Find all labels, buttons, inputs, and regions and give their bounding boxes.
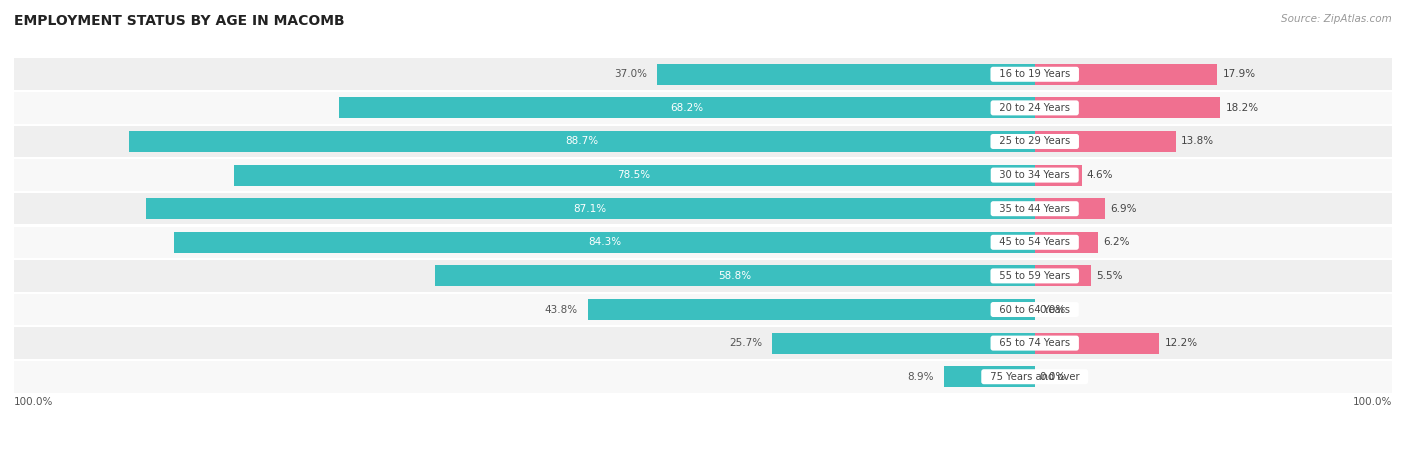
- Text: 100.0%: 100.0%: [1353, 397, 1392, 407]
- Text: 100.0%: 100.0%: [14, 397, 53, 407]
- Text: 87.1%: 87.1%: [574, 204, 607, 214]
- Bar: [129, 131, 1035, 152]
- Bar: [943, 366, 1035, 387]
- Bar: [14, 260, 1392, 292]
- Text: 84.3%: 84.3%: [588, 237, 621, 247]
- Bar: [1035, 232, 1098, 253]
- Bar: [588, 299, 1035, 320]
- Bar: [174, 232, 1035, 253]
- Text: 58.8%: 58.8%: [718, 271, 751, 281]
- Bar: [14, 59, 1392, 90]
- Text: 6.2%: 6.2%: [1104, 237, 1129, 247]
- Bar: [1035, 333, 1159, 354]
- Bar: [1035, 97, 1220, 118]
- Bar: [14, 226, 1392, 258]
- Bar: [657, 64, 1035, 85]
- Text: 16 to 19 Years: 16 to 19 Years: [993, 69, 1077, 79]
- Text: 13.8%: 13.8%: [1181, 137, 1213, 147]
- Bar: [339, 97, 1035, 118]
- Text: 37.0%: 37.0%: [614, 69, 647, 79]
- Text: 43.8%: 43.8%: [544, 304, 578, 314]
- Text: 6.9%: 6.9%: [1111, 204, 1136, 214]
- Text: 4.6%: 4.6%: [1087, 170, 1114, 180]
- Bar: [14, 327, 1392, 359]
- Bar: [14, 159, 1392, 191]
- Text: 17.9%: 17.9%: [1222, 69, 1256, 79]
- Text: 25 to 29 Years: 25 to 29 Years: [993, 137, 1077, 147]
- Text: 68.2%: 68.2%: [671, 103, 703, 113]
- Text: 0.0%: 0.0%: [1040, 372, 1066, 382]
- Text: Source: ZipAtlas.com: Source: ZipAtlas.com: [1281, 14, 1392, 23]
- Bar: [146, 198, 1035, 219]
- Bar: [14, 126, 1392, 157]
- Text: 65 to 74 Years: 65 to 74 Years: [993, 338, 1077, 348]
- Bar: [772, 333, 1035, 354]
- Bar: [14, 92, 1392, 124]
- Text: 88.7%: 88.7%: [565, 137, 599, 147]
- Text: 55 to 59 Years: 55 to 59 Years: [993, 271, 1077, 281]
- Bar: [14, 193, 1392, 225]
- Bar: [1035, 165, 1081, 185]
- Text: 18.2%: 18.2%: [1226, 103, 1258, 113]
- Bar: [14, 294, 1392, 325]
- Bar: [14, 361, 1392, 392]
- Text: 60 to 64 Years: 60 to 64 Years: [993, 304, 1077, 314]
- Text: 12.2%: 12.2%: [1164, 338, 1198, 348]
- Text: 0.0%: 0.0%: [1040, 304, 1066, 314]
- Text: EMPLOYMENT STATUS BY AGE IN MACOMB: EMPLOYMENT STATUS BY AGE IN MACOMB: [14, 14, 344, 28]
- Text: 20 to 24 Years: 20 to 24 Years: [993, 103, 1077, 113]
- Bar: [233, 165, 1035, 185]
- Bar: [1035, 198, 1105, 219]
- Bar: [1035, 266, 1091, 286]
- Bar: [434, 266, 1035, 286]
- Text: 25.7%: 25.7%: [730, 338, 762, 348]
- Text: 8.9%: 8.9%: [907, 372, 934, 382]
- Text: 78.5%: 78.5%: [617, 170, 651, 180]
- Bar: [1035, 131, 1175, 152]
- Text: 30 to 34 Years: 30 to 34 Years: [993, 170, 1076, 180]
- Bar: [1035, 64, 1218, 85]
- Text: 45 to 54 Years: 45 to 54 Years: [993, 237, 1077, 247]
- Text: 35 to 44 Years: 35 to 44 Years: [993, 204, 1076, 214]
- Text: 75 Years and over: 75 Years and over: [984, 372, 1085, 382]
- Text: 5.5%: 5.5%: [1095, 271, 1122, 281]
